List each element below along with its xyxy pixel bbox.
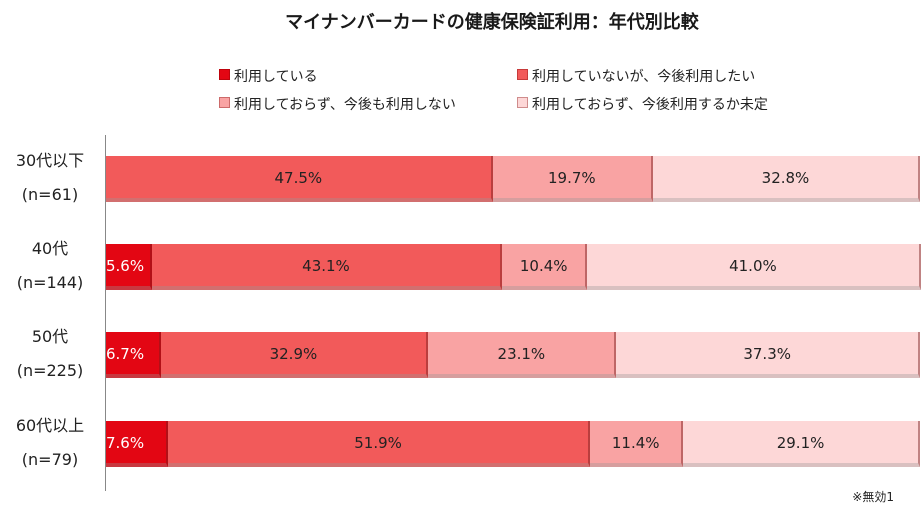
bar-row: 6.7% 32.9% 23.1% 37.3% [106,332,920,382]
data-label: 51.9% [354,434,402,452]
legend-item-will-use: 利用していないが、今後利用したい [517,66,755,86]
bar-segment-will-not-use: 23.1% [428,332,617,378]
bar-segment-will-not-use: 10.4% [502,244,588,290]
legend-swatch-icon [517,69,528,80]
bar-segment-will-use: 47.5% [106,156,493,202]
legend-label: 利用しておらず、今後利用するか未定 [532,97,768,113]
bar-row: 5.6% 43.1% 10.4% 41.0% [106,244,921,294]
category-name: 40代 [31,239,69,258]
data-label: 41.0% [729,257,777,275]
data-label: 7.6% [106,434,145,452]
bar-segment-will-use: 51.9% [167,421,591,467]
data-label: 11.4% [611,434,660,452]
legend-item-using: 利用している [219,66,318,86]
bar-segment-will-not-use: 11.4% [590,421,684,467]
bar-segment-using: 7.6% [106,421,168,467]
legend-swatch-icon [517,97,528,108]
legend-label: 利用していないが、今後利用したい [532,69,756,85]
bar-segment-undecided: 32.8% [653,156,920,202]
data-label: 47.5% [274,169,323,187]
bar-segment-undecided: 37.3% [616,332,920,378]
data-label: 6.7% [106,345,145,363]
bar-row: 0.0%47.5%19.7%32.8% [106,156,920,206]
legend-item-undecided: 利用しておらず、今後利用するか未定 [517,94,768,114]
data-label: 43.1% [302,257,350,275]
row-label: 50代 (n=225) [0,320,100,388]
legend-label: 利用している [234,69,318,85]
bar-segment-using: 5.6% [106,244,152,290]
data-label: 32.9% [269,345,318,363]
bar-segment-undecided: 29.1% [683,421,920,467]
footnote: ※無効1 [852,490,894,504]
data-label: 29.1% [776,434,825,452]
category-n: (n=144) [16,273,84,292]
legend-swatch-icon [219,97,230,108]
row-label: 30代以下 (n=61) [0,144,100,212]
bar-segment-undecided: 41.0% [587,244,921,290]
data-label: 10.4% [519,257,568,275]
data-label: 19.7% [547,169,596,187]
row-label: 40代 (n=144) [0,232,100,300]
bar-segment-will-use: 43.1% [151,244,503,290]
bar-segment-using: 6.7% [106,332,161,378]
category-name: 60代以上 [15,416,85,435]
category-n: (n=61) [21,185,79,204]
category-name: 30代以下 [15,151,85,170]
legend-swatch-icon [219,69,230,80]
legend-item-will-not-use: 利用しておらず、今後も利用しない [219,94,456,114]
legend-label: 利用しておらず、今後も利用しない [234,97,456,113]
category-n: (n=79) [21,450,79,469]
bar-row: 7.6% 51.9% 11.4% 29.1% [106,421,920,471]
data-label: 37.3% [743,345,791,363]
data-label: 32.8% [761,169,810,187]
category-axis-line [105,135,106,491]
data-label: 23.1% [497,345,546,363]
row-label: 60代以上 (n=79) [0,409,100,477]
category-name: 50代 [31,327,69,346]
data-label: 5.6% [106,257,145,275]
chart-title: マイナンバーカードの健康保険証利用：年代別比較 [285,12,699,33]
bar-segment-will-not-use: 19.7% [492,156,653,202]
bar-segment-will-use: 32.9% [160,332,429,378]
category-n: (n=225) [16,361,84,380]
